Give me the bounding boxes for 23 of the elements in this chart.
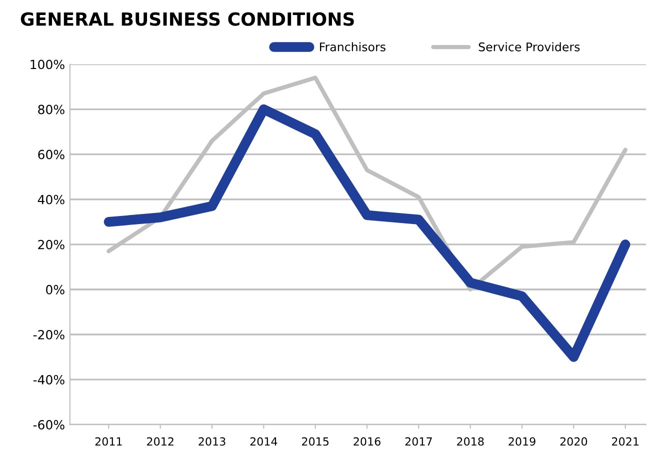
y-tick-label: -40% bbox=[33, 375, 64, 384]
y-tick-label: -60% bbox=[33, 420, 64, 430]
x-tick-label: 2012 bbox=[147, 437, 174, 446]
x-tick-label: 2011 bbox=[95, 437, 122, 446]
x-tick-label: 2014 bbox=[250, 437, 278, 446]
x-tick-label: 2013 bbox=[198, 437, 226, 446]
legend-label: Franchisors bbox=[320, 42, 386, 52]
y-tick-label: 40% bbox=[38, 194, 64, 204]
x-tick-label: 2020 bbox=[560, 437, 588, 446]
x-tick-label: 2017 bbox=[405, 437, 432, 446]
x-tick-label: 2015 bbox=[302, 437, 329, 446]
chart-title: GENERAL BUSINESS CONDITIONS bbox=[20, 12, 354, 26]
x-tick-label: 2018 bbox=[457, 437, 484, 446]
x-tick-label: 2019 bbox=[508, 437, 536, 446]
y-tick-label: 0% bbox=[46, 284, 64, 294]
y-tick-label: 80% bbox=[38, 104, 64, 114]
y-tick-label: 60% bbox=[38, 150, 64, 160]
x-tick-label: 2016 bbox=[354, 437, 380, 446]
y-tick-label: 20% bbox=[38, 240, 64, 250]
y-tick-label: 100% bbox=[30, 60, 64, 70]
legend-label: Service Providers bbox=[478, 42, 580, 52]
x-tick-label: 2021 bbox=[612, 437, 638, 446]
y-tick-label: -20% bbox=[33, 330, 64, 340]
